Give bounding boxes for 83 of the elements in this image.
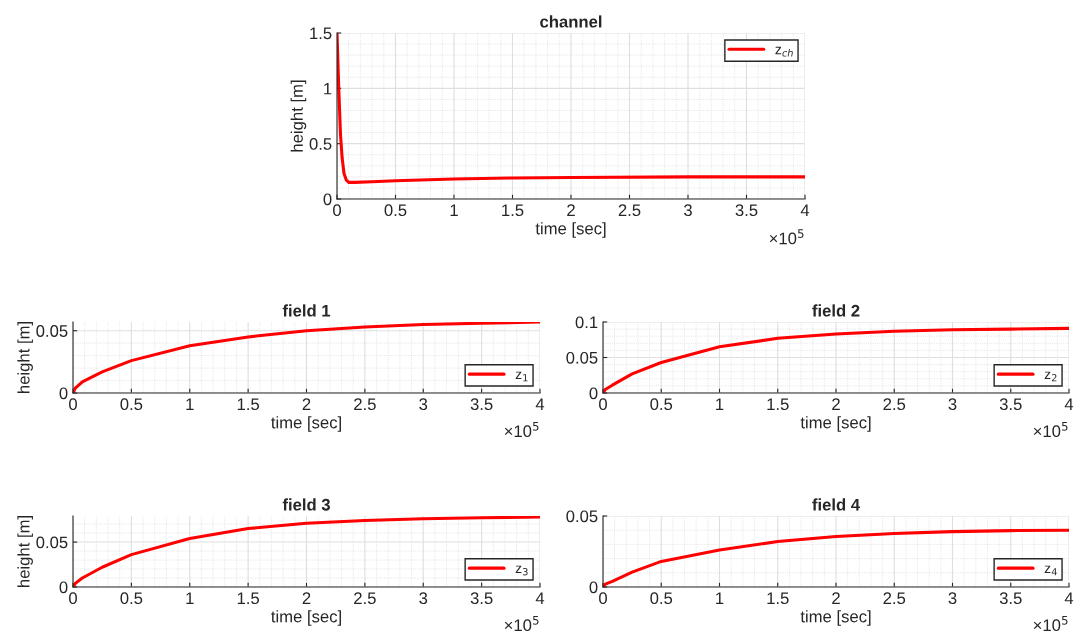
x-tick-label: 4 [1064, 398, 1074, 410]
x-tick-label: 0.5 [120, 398, 143, 411]
x-tick-label: 3.5 [999, 398, 1022, 411]
x-tick-label: 2.5 [883, 398, 906, 411]
x-tick-label: 3 [684, 204, 692, 217]
x-tick-label: 2.5 [354, 398, 376, 411]
x-tick-label: 3 [948, 592, 957, 605]
legend-label: z$_{1}$ [515, 371, 528, 382]
x-tick-label: 3 [419, 592, 428, 605]
x-axis-title: time [sec] [800, 416, 871, 432]
y-tick-label: 0.05 [566, 510, 598, 523]
legend-label: z$_{2}$ [1044, 371, 1057, 382]
y-tick-label: 1 [324, 82, 332, 95]
y-tick-label: 0.05 [566, 351, 598, 364]
y-axis-title: height [m] [17, 516, 33, 587]
x-tick-label: 1 [186, 398, 194, 410]
y-axis-title: height [m] [290, 80, 307, 152]
x-tick-label: 0 [69, 592, 77, 605]
x-tick-label: 2 [302, 398, 311, 410]
x-tick-label: 0 [599, 398, 607, 411]
chart-title: field 2 [812, 304, 860, 317]
chart-title: channel [540, 15, 602, 28]
y-tick-label: 0 [323, 193, 332, 206]
legend-label: z$_{4}$ [1044, 565, 1057, 576]
text: ×10$^{5}$ [504, 616, 539, 632]
x-tick-label: 1.5 [237, 592, 260, 605]
y-tick-label: 0.1 [575, 316, 598, 329]
x-tick-label: 4 [535, 592, 545, 604]
y-tick-label: 0.05 [36, 325, 68, 337]
x-tick-label: 3 [419, 398, 428, 411]
x-tick-label: 3.5 [735, 204, 758, 217]
y-tick-label: 0 [589, 387, 598, 400]
text: ×10$^{5}$ [769, 229, 804, 245]
x-tick-label: 0 [69, 398, 77, 411]
x-tick-label: 1.5 [502, 204, 524, 217]
text: ×10$^{5}$ [504, 422, 539, 438]
x-tick-label: 2.5 [883, 592, 906, 605]
legend-label: z$_{3}$ [515, 565, 528, 576]
y-tick-label: 1.5 [310, 27, 332, 40]
x-tick-label: 3.5 [470, 398, 493, 411]
y-tick-label: 0.5 [309, 138, 332, 150]
x-tick-label: 1.5 [767, 398, 789, 411]
x-tick-label: 1 [716, 592, 724, 604]
line-series [73, 516, 540, 587]
legend-label: z$_{ch}$ [775, 46, 793, 57]
x-tick-label: 0 [333, 204, 341, 217]
x-tick-label: 1 [716, 398, 724, 410]
x-tick-label: 3.5 [470, 592, 493, 605]
x-tick-label: 1.5 [767, 592, 789, 605]
x-tick-label: 2.5 [354, 592, 376, 605]
x-axis-title: time [sec] [271, 416, 341, 432]
x-tick-label: 3 [948, 398, 957, 411]
chart-title: field 3 [282, 498, 330, 511]
y-tick-label: 0.05 [36, 536, 68, 549]
text: ×10$^{5}$ [1033, 616, 1068, 632]
x-tick-label: 0 [599, 592, 607, 605]
x-tick-label: 3.5 [999, 592, 1022, 605]
y-tick-label: 0 [589, 581, 598, 594]
x-tick-label: 4 [800, 204, 810, 216]
x-tick-label: 1 [450, 204, 458, 216]
x-tick-label: 4 [535, 398, 545, 410]
y-tick-label: 0 [59, 581, 68, 594]
x-tick-label: 1.5 [237, 398, 260, 411]
x-tick-label: 2 [302, 592, 311, 604]
y-axis-title: height [m] [17, 322, 33, 393]
x-tick-label: 2.5 [618, 204, 641, 217]
y-tick-label: 0 [59, 387, 68, 400]
x-axis-title: time [sec] [271, 610, 341, 626]
x-tick-label: 0.5 [650, 398, 673, 411]
x-axis-title: time [sec] [800, 610, 871, 626]
x-axis-title: time [sec] [535, 222, 606, 238]
text: ×10$^{5}$ [1033, 422, 1068, 438]
chart-title: field 1 [282, 304, 331, 317]
x-tick-label: 2 [567, 204, 575, 216]
chart-title: field 4 [812, 498, 860, 511]
x-tick-label: 0.5 [120, 592, 143, 605]
x-tick-label: 0.5 [650, 592, 673, 605]
x-tick-label: 1 [186, 592, 194, 604]
x-tick-label: 4 [1064, 592, 1074, 604]
x-tick-label: 0.5 [384, 204, 407, 217]
line-series [73, 322, 540, 393]
x-tick-label: 2 [832, 398, 840, 410]
x-tick-label: 2 [832, 592, 840, 604]
